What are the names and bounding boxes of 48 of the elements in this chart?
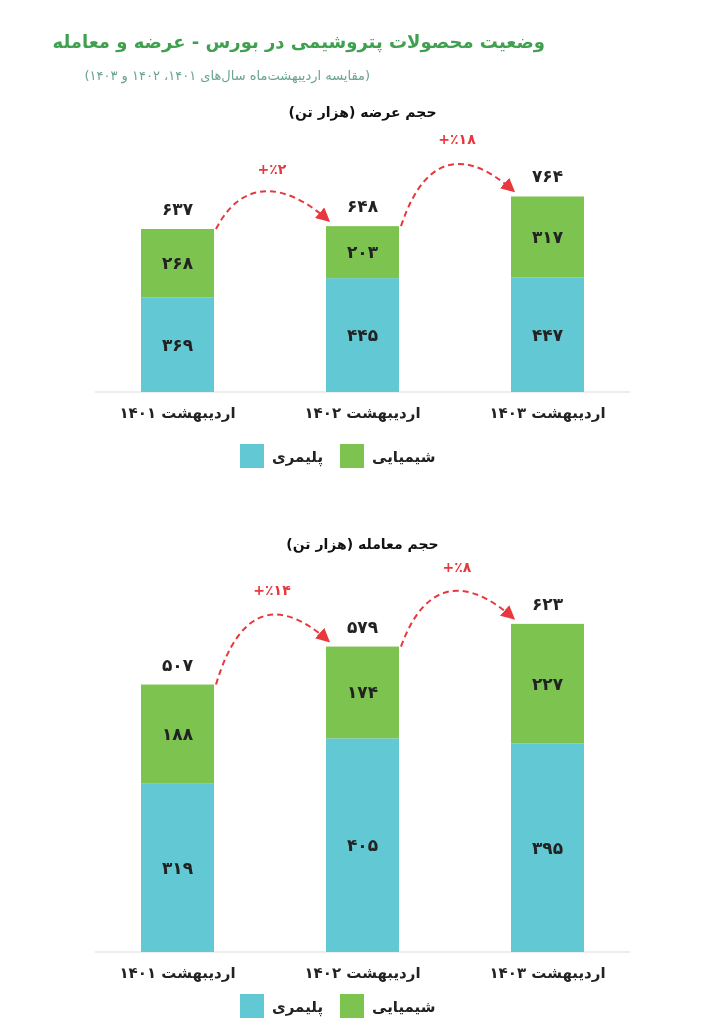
data-label: ۲۶۸ [161,253,194,274]
data-label: ۳۱۹ [161,857,194,878]
total-label: ۶۳۷ [161,198,194,219]
x-tick-label: اردیبهشت ۱۴۰۲ [304,404,421,422]
legend-label: پلیمری [272,448,324,467]
bar [511,743,584,952]
bar [326,646,399,739]
bar [141,228,214,298]
data-label: ۲۰۳ [346,242,379,263]
x-tick-label: اردیبهشت ۱۴۰۳ [489,404,606,422]
text: +٪۲ [257,161,287,178]
total-label: ۶۴۸ [346,196,379,217]
bar [326,738,399,952]
text: +٪۸ [442,558,472,575]
chart-title: وضعیت محصولات پتروشیمی در بورس - عرضه و معامله [52,31,545,53]
y-axis-title: حجم عرضه (هزار تن) [288,104,437,121]
bar [141,783,214,952]
x-tick-label: اردیبهشت ۱۴۰۱ [119,404,236,422]
data-label: ۳۶۹ [161,334,194,355]
text: +٪۱۸ [438,131,477,148]
data-label: ۴۴۷ [531,324,564,345]
data-label: ۱۷۴ [346,682,379,703]
text: +٪۱۴ [253,581,292,598]
legend-label: شیمیایی [372,998,436,1016]
x-tick-label: اردیبهشت ۱۴۰۱ [119,964,236,982]
data-label: ۱۸۸ [161,724,194,745]
bar [511,277,584,392]
total-label: ۵۰۷ [161,654,194,675]
y-axis-title: حجم معامله (هزار تن) [286,536,439,553]
data-label: ۴۰۵ [346,835,379,856]
bar [326,226,399,279]
data-label: ۴۴۵ [346,325,379,346]
bar [141,297,214,392]
chart-subtitle: (مقایسه اردیبهشت‌ماه سال‌های ۱۴۰۱، ۱۴۰۲ و ۱۴۰۳) [84,68,370,84]
data-label: ۳۱۷ [531,227,564,248]
total-label: ۶۲۳ [531,593,564,614]
legend-label: پلیمری [272,998,324,1017]
total-label: ۵۷۹ [346,616,379,637]
total-label: ۷۶۴ [531,166,564,187]
x-tick-label: اردیبهشت ۱۴۰۳ [489,964,606,982]
bar [326,278,399,392]
data-label: ۲۲۷ [531,673,564,694]
bar [511,623,584,744]
data-label: ۳۹۵ [531,837,564,858]
x-tick-label: اردیبهشت ۱۴۰۲ [304,964,421,982]
bar [141,684,214,784]
legend-label: شیمیایی [372,448,436,466]
bar [511,196,584,278]
